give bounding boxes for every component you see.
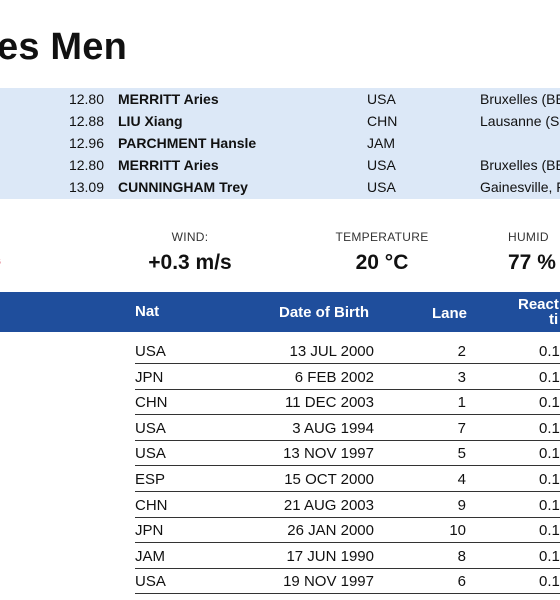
cell-date-of-birth: 19 NOV 1997 bbox=[283, 573, 374, 591]
cell-date-of-birth: 15 OCT 2000 bbox=[284, 471, 374, 488]
cell-reaction: 0.1 bbox=[539, 368, 560, 386]
humidity-label: HUMID bbox=[508, 230, 549, 244]
record-nat: JAM bbox=[367, 135, 395, 151]
header-reaction: React bbox=[518, 296, 559, 313]
cell-lane: 3 bbox=[457, 368, 466, 386]
cell-lane: 4 bbox=[457, 471, 466, 488]
cell-date-of-birth: 13 NOV 1997 bbox=[283, 445, 374, 463]
cell-nat: JPN bbox=[135, 522, 164, 540]
cell-lane: 7 bbox=[457, 419, 466, 437]
cell-date-of-birth: 21 AUG 2003 bbox=[283, 496, 374, 514]
cell-date-of-birth: 6 FEB 2002 bbox=[294, 368, 374, 386]
record-venue: Gainesville, F bbox=[480, 179, 560, 195]
temperature-value: 20 °C bbox=[355, 251, 409, 274]
page-title: es Men bbox=[0, 26, 128, 68]
header-date-of-birth: Date of Birth bbox=[279, 304, 369, 321]
red-marker: ‘ bbox=[0, 257, 3, 275]
cell-date-of-birth: 17 JUN 1990 bbox=[286, 547, 374, 565]
table-row: ESP 15 OCT 2000 4 0.1 bbox=[0, 469, 560, 494]
header-lane: Lane bbox=[432, 305, 468, 322]
cell-reaction: 0.1 bbox=[539, 496, 560, 514]
cell-reaction: 0.1 bbox=[539, 522, 560, 540]
cell-reaction: 0.1 bbox=[539, 573, 560, 591]
cell-nat: CHN bbox=[135, 394, 168, 412]
cell-date-of-birth: 11 DEC 2003 bbox=[285, 394, 374, 412]
cell-reaction: 0.1 bbox=[539, 343, 560, 360]
cell-reaction: 0.1 bbox=[539, 394, 560, 412]
cell-nat: USA bbox=[135, 445, 166, 463]
record-row: 12.88 LIU Xiang CHN Lausanne (SU bbox=[0, 110, 560, 132]
humidity-value: 77 % bbox=[508, 251, 556, 274]
temperature-block: TEMPERATURE 20 °C bbox=[312, 230, 452, 275]
record-nat: USA bbox=[367, 179, 396, 195]
record-row: 12.80 MERRITT Aries USA Bruxelles (BE bbox=[0, 154, 560, 176]
cell-lane: 1 bbox=[457, 394, 466, 412]
record-venue: Bruxelles (BE bbox=[480, 157, 560, 173]
record-mark: 12.80 bbox=[68, 91, 104, 107]
record-athlete: PARCHMENT Hansle bbox=[118, 135, 257, 151]
record-mark: 12.80 bbox=[68, 157, 104, 173]
record-athlete: MERRITT Aries bbox=[118, 91, 219, 107]
record-nat: USA bbox=[367, 91, 396, 107]
record-athlete: MERRITT Aries bbox=[118, 157, 219, 173]
record-venue: Bruxelles (BE bbox=[480, 91, 560, 107]
table-row: CHN 11 DEC 2003 1 0.1 bbox=[0, 392, 560, 417]
cell-lane: 2 bbox=[457, 343, 466, 360]
cell-date-of-birth: 26 JAN 2000 bbox=[287, 522, 374, 540]
record-mark: 12.96 bbox=[68, 135, 104, 151]
record-nat: USA bbox=[367, 157, 396, 173]
cell-lane: 8 bbox=[457, 547, 466, 565]
cell-reaction: 0.1 bbox=[539, 445, 560, 463]
record-athlete: CUNNINGHAM Trey bbox=[118, 179, 248, 195]
record-venue: Lausanne (SU bbox=[480, 113, 560, 129]
header-nat: Nat bbox=[135, 303, 160, 320]
wind-label: WIND: bbox=[171, 230, 209, 244]
records-panel: 12.80 MERRITT Aries USA Bruxelles (BE 12.88 L… bbox=[0, 88, 560, 199]
results-table-header: Nat Date of Birth Lane React ti bbox=[0, 292, 560, 332]
cell-nat: ESP bbox=[135, 471, 166, 488]
record-athlete: LIU Xiang bbox=[118, 113, 183, 129]
table-row: USA 3 AUG 1994 7 0.1 bbox=[0, 418, 560, 443]
wind-block: WIND: +0.3 m/s bbox=[130, 230, 250, 275]
record-nat: CHN bbox=[367, 113, 398, 129]
cell-nat: JPN bbox=[135, 368, 164, 386]
cell-lane: 5 bbox=[457, 445, 466, 463]
table-row: JPN 26 JAN 2000 10 0.1 bbox=[0, 520, 560, 545]
humidity-block: HUMID 77 % bbox=[508, 230, 556, 275]
cell-lane: 9 bbox=[457, 496, 466, 514]
cell-nat: CHN bbox=[135, 496, 168, 514]
cell-lane: 6 bbox=[457, 573, 466, 591]
cell-nat: USA bbox=[135, 343, 166, 360]
cell-nat: USA bbox=[135, 573, 166, 591]
record-mark: 12.88 bbox=[68, 113, 104, 129]
record-row: 13.09 CUNNINGHAM Trey USA Gainesville, F bbox=[0, 176, 560, 198]
cell-nat: JAM bbox=[135, 547, 165, 565]
wind-value: +0.3 m/s bbox=[148, 251, 232, 274]
cell-lane: 10 bbox=[449, 522, 466, 540]
record-mark: 13.09 bbox=[68, 179, 104, 195]
cell-reaction: 0.1 bbox=[539, 471, 560, 488]
table-row: JAM 17 JUN 1990 8 0.1 bbox=[0, 546, 560, 571]
table-row: JPN 6 FEB 2002 3 0.1 bbox=[0, 367, 560, 392]
temperature-label: TEMPERATURE bbox=[335, 230, 429, 244]
record-row: 12.96 PARCHMENT Hansle JAM bbox=[0, 132, 560, 154]
table-row: USA 13 JUL 2000 2 0.1 bbox=[0, 341, 560, 366]
table-row: USA 13 NOV 1997 5 0.1 bbox=[0, 443, 560, 468]
table-row: CHN 21 AUG 2003 9 0.1 bbox=[0, 495, 560, 520]
table-row: USA 19 NOV 1997 6 0.1 bbox=[0, 571, 560, 596]
cell-reaction: 0.1 bbox=[539, 547, 560, 565]
cell-nat: USA bbox=[135, 419, 166, 437]
cell-reaction: 0.1 bbox=[539, 419, 560, 437]
record-row: 12.80 MERRITT Aries USA Bruxelles (BE bbox=[0, 88, 560, 110]
header-reaction-line2: ti bbox=[549, 311, 559, 328]
cell-date-of-birth: 3 AUG 1994 bbox=[292, 419, 374, 437]
cell-date-of-birth: 13 JUL 2000 bbox=[289, 343, 374, 360]
